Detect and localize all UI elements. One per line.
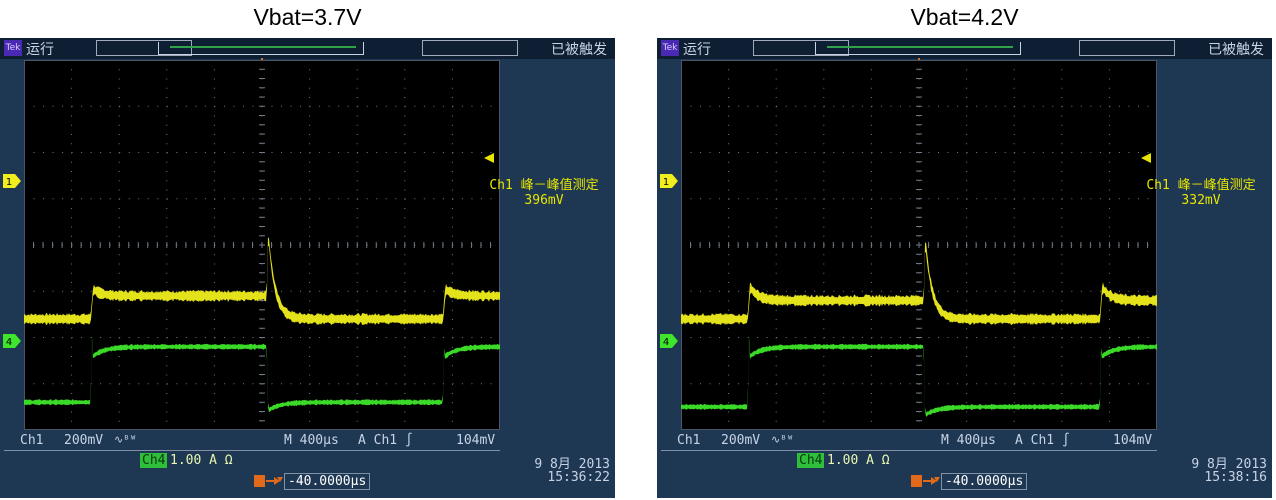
measurement-value: 332mV	[1181, 193, 1221, 208]
trigger-source: A Ch1 ∫	[358, 433, 413, 448]
time: 15:38:16	[1204, 470, 1267, 485]
graticule-border	[681, 60, 1157, 430]
date: 9 8月 2013	[1191, 457, 1267, 472]
waveform-display	[24, 60, 500, 430]
panel-left: Vbat=3.7V Tek 运行 已被触发 T 1	[0, 0, 615, 500]
caption: Vbat=4.2V	[910, 4, 1019, 30]
trigger-position: -40.0000µs	[284, 473, 371, 490]
timebase: M 400µs	[284, 433, 339, 448]
timestamp: 9 8月 2013 15:38:16	[1167, 458, 1267, 484]
ch4-marker-label: 4	[663, 337, 669, 348]
ch1-waveform	[681, 242, 1157, 325]
ch1-volts-div: 200mV	[721, 433, 761, 448]
caption: Vbat=3.7V	[253, 4, 362, 30]
measurement-readout: Ch1 峰－峰值测定 332mV	[1131, 178, 1271, 208]
trigger-level-arrow-icon	[484, 153, 494, 163]
settings-bar: Ch1 200mV ∿ᴮᵂ M 400µs A Ch1 ∫ 104mV Ch4 …	[0, 431, 615, 498]
measurement-label: 峰－峰值测定	[1177, 178, 1256, 193]
ch4-ground-marker-icon: 4	[3, 334, 21, 348]
ch1-scale-label: Ch1	[677, 433, 701, 448]
waveform-display	[681, 60, 1157, 430]
record-bar	[815, 42, 1021, 55]
ch1-coupling: ∿ᴮᵂ	[114, 433, 137, 446]
oscilloscope-screen: Tek 运行 已被触发 T 1	[657, 38, 1272, 498]
ch4-marker-label: 4	[6, 337, 12, 348]
trigger-position-icon	[254, 475, 283, 487]
timestamp: 9 8月 2013 15:36:22	[510, 458, 610, 484]
ch1-waveform	[24, 237, 500, 325]
graticule	[24, 60, 500, 430]
measurement-readout: Ch1 峰－峰值测定 396mV	[474, 178, 614, 208]
status-bar: Tek 运行 已被触发	[0, 38, 615, 59]
tek-logo: Tek	[661, 40, 679, 56]
settings-divider	[661, 450, 1157, 451]
run-status: 运行	[683, 42, 711, 58]
panel-right: Vbat=4.2V Tek 运行 已被触发 T 1	[657, 0, 1272, 500]
settings-bar: Ch1 200mV ∿ᴮᵂ M 400µs A Ch1 ∫ 104mV Ch4 …	[657, 431, 1272, 498]
trigger-status: 已被触发	[551, 42, 607, 58]
trigger-level-arrow-icon	[1141, 153, 1151, 163]
ch1-volts-div: 200mV	[64, 433, 104, 448]
ch4-label: Ch4	[797, 453, 825, 468]
date: 9 8月 2013	[534, 457, 610, 472]
run-status: 运行	[26, 42, 54, 58]
trigger-source: A Ch1 ∫	[1015, 433, 1070, 448]
time: 15:36:22	[547, 470, 610, 485]
settings-divider	[4, 450, 500, 451]
ch4-scale: 1.00 A Ω	[827, 453, 890, 468]
measurement-label: 峰－峰值测定	[520, 178, 599, 193]
status-bar: Tek 运行 已被触发	[657, 38, 1272, 59]
ch1-ground-marker-icon: 1	[660, 174, 678, 188]
graticule-border	[24, 60, 500, 430]
graticule	[681, 60, 1157, 430]
ch1-marker-label: 1	[6, 177, 12, 188]
ch4-label: Ch4	[140, 453, 168, 468]
ch1-scale-label: Ch1	[20, 433, 44, 448]
ch1-coupling: ∿ᴮᵂ	[771, 433, 794, 446]
measurement-value: 396mV	[524, 193, 564, 208]
timebase: M 400µs	[941, 433, 996, 448]
ch4-waveform	[681, 336, 1157, 417]
record-bar	[158, 42, 364, 55]
status-box	[753, 40, 849, 56]
status-box	[96, 40, 192, 56]
measurement-channel: Ch1	[1146, 178, 1170, 193]
measurement-channel: Ch1	[489, 178, 513, 193]
record-window	[170, 46, 356, 48]
oscilloscope-screen: Tek 运行 已被触发 T 1	[0, 38, 615, 498]
ch4-scale: 1.00 A Ω	[170, 453, 233, 468]
trigger-position: -40.0000µs	[941, 473, 1028, 490]
trigger-status: 已被触发	[1208, 42, 1264, 58]
status-box	[422, 40, 518, 56]
record-window	[827, 46, 1013, 48]
trigger-level: 104mV	[456, 433, 496, 448]
status-box	[1079, 40, 1175, 56]
ch1-ground-marker-icon: 1	[3, 174, 21, 188]
ch4-ground-marker-icon: 4	[660, 334, 678, 348]
trigger-level: 104mV	[1113, 433, 1153, 448]
tek-logo: Tek	[4, 40, 22, 56]
ch1-marker-label: 1	[663, 177, 669, 188]
trigger-position-icon	[911, 475, 940, 487]
